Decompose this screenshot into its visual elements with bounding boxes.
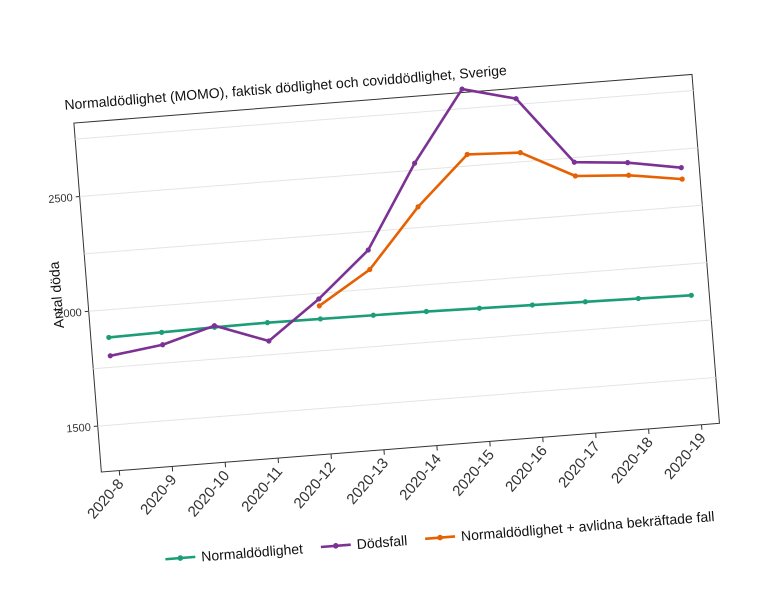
legend-label: Normaldödlighet [201, 540, 304, 564]
data-point [688, 292, 694, 298]
data-point [464, 151, 470, 158]
data-point [365, 247, 371, 253]
gridline-1500 [97, 376, 716, 427]
data-point [412, 160, 418, 166]
x-tick-label: 2020-8 [84, 476, 127, 523]
data-point [160, 342, 166, 348]
legend-label: Dödsfall [356, 532, 408, 552]
data-point [571, 159, 577, 165]
gridline-2000 [88, 262, 707, 312]
legend-key-point [177, 555, 184, 561]
legend-label: Normaldödlighet + avlidna bekräftade fal… [460, 508, 715, 544]
data-point [513, 96, 519, 102]
legend-key-point [437, 534, 443, 541]
data-point [266, 338, 272, 344]
data-point [106, 334, 112, 341]
data-point [679, 176, 685, 182]
legend-key-point [333, 543, 339, 549]
series-line-2 [318, 151, 683, 307]
data-point [678, 165, 684, 171]
y-axis-label: Antal döda [46, 261, 67, 329]
data-point [517, 150, 523, 156]
x-tick-label: 2020-10 [185, 467, 234, 520]
gridline-2750 [75, 89, 694, 140]
y-axis-ticks: 1500 2000 2500 [48, 192, 98, 436]
data-point [415, 204, 421, 210]
gridline-2500 [79, 147, 698, 198]
y-tick-label: 2500 [48, 192, 73, 206]
x-tick-label: 2020-16 [502, 442, 551, 495]
x-tick-label: 2020-19 [661, 430, 710, 483]
data-point [625, 160, 631, 166]
data-point [459, 86, 465, 92]
data-point [317, 316, 323, 322]
data-point [211, 323, 218, 329]
data-point [316, 296, 322, 302]
x-tick-label: 2020-14 [396, 451, 445, 504]
data-point [582, 299, 588, 305]
y-tick-label: 2000 [57, 307, 82, 321]
x-tick-label: 2020-9 [137, 472, 180, 519]
gridline-2250 [84, 204, 703, 255]
data-point [626, 172, 632, 178]
x-tick-label: 2020-17 [555, 438, 604, 491]
data-point [370, 312, 376, 318]
series-group [106, 86, 694, 359]
data-point [367, 266, 373, 273]
legend: Normaldödlighet Dödsfall Normaldödlighet +… [165, 508, 715, 564]
x-tick-label: 2020-12 [290, 459, 339, 512]
data-point [529, 302, 535, 308]
data-point [316, 303, 322, 309]
data-point [476, 305, 482, 311]
x-tick-label: 2020-11 [238, 463, 286, 515]
x-tick-label: 2020-13 [343, 455, 392, 508]
data-point [635, 295, 641, 302]
data-point [423, 308, 429, 315]
gridline-1750 [93, 319, 712, 370]
data-point [264, 320, 271, 326]
series-line-1 [110, 87, 682, 358]
x-tick-label: 2020-15 [449, 447, 498, 500]
data-point [107, 353, 113, 359]
data-point [572, 173, 579, 179]
x-tick-label: 2020-18 [608, 434, 657, 487]
grid-lines [75, 89, 716, 427]
data-point [159, 329, 165, 335]
plot-panel [73, 73, 720, 473]
y-tick-label: 1500 [66, 422, 91, 436]
